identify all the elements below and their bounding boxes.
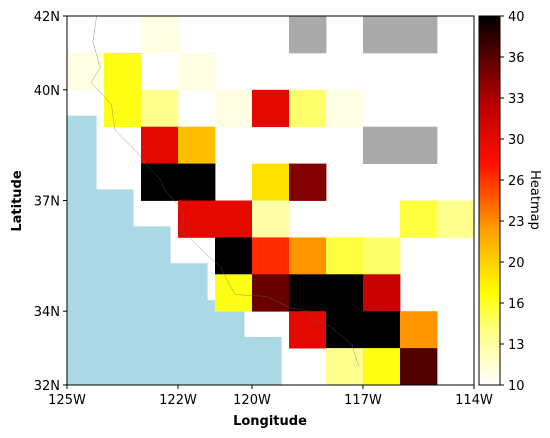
heatmap-cell	[252, 274, 290, 312]
y-tick-label: 37N	[34, 195, 60, 210]
heatmap-cell	[363, 237, 401, 275]
heatmap-cell	[252, 163, 290, 201]
x-axis: 125W 122W 120W 117W 114W	[48, 385, 493, 408]
colorbar-tick-label: 36	[508, 51, 525, 66]
x-tick-label: 120W	[233, 393, 271, 408]
x-tick-label: 117W	[344, 393, 382, 408]
colorbar-tick-label: 30	[508, 133, 525, 148]
heatmap-cell	[289, 163, 327, 201]
heatmap-cell	[215, 89, 253, 128]
heatmap-cell	[326, 237, 364, 275]
heatmap-cells	[67, 16, 475, 386]
heatmap-cell	[437, 200, 475, 238]
heatmap-cell-missing	[289, 16, 327, 54]
heatmap-cell	[289, 237, 327, 275]
colorbar-ticks: 10 13 16 20 23 26 30 33 36 40	[500, 10, 525, 394]
y-axis: 32N 34N 37N 40N 42N	[34, 10, 67, 394]
x-tick-label: 125W	[48, 393, 86, 408]
heatmap-cell-missing	[363, 126, 401, 164]
heatmap-cell	[141, 89, 179, 128]
heatmap-cell	[326, 89, 364, 128]
heatmap-cell	[215, 237, 253, 275]
heatmap-cell	[326, 311, 364, 349]
ocean-area	[67, 115, 282, 385]
heatmap-cell	[289, 274, 327, 312]
y-tick-label: 32N	[34, 379, 60, 394]
heatmap-cell	[141, 126, 179, 164]
heatmap-cell	[252, 89, 290, 128]
x-tick-label: 122W	[159, 393, 197, 408]
heatmap-cell	[400, 348, 438, 386]
heatmap-cell	[141, 16, 179, 54]
colorbar-tick-label: 33	[508, 92, 525, 107]
heatmap-cell	[178, 163, 216, 201]
x-tick-label: 114W	[455, 393, 493, 408]
heatmap-cell-missing	[400, 126, 438, 164]
heatmap-cell	[289, 89, 327, 128]
heatmap-cell	[104, 52, 142, 91]
heatmap-cell	[289, 311, 327, 349]
y-tick-label: 34N	[34, 305, 60, 320]
heatmap-cell	[178, 52, 216, 91]
colorbar-tick-label: 16	[508, 297, 525, 312]
heatmap-cell	[363, 311, 401, 349]
coastline-layer	[90, 15, 360, 367]
colorbar-tick-label: 13	[508, 338, 525, 353]
colorbar-tick-label: 23	[508, 215, 525, 230]
x-axis-label: Longitude	[233, 414, 307, 429]
heatmap-cell	[215, 200, 253, 238]
y-axis-label: Latitude	[10, 170, 25, 232]
heatmap-cell	[252, 200, 290, 238]
heatmap-cell-missing	[363, 16, 401, 54]
heatmap-cell	[326, 274, 364, 312]
colorbar-tick-label: 20	[508, 256, 525, 271]
heatmap-cell	[400, 200, 438, 238]
colorbar-tick-label: 26	[508, 174, 525, 189]
coastline	[90, 15, 360, 367]
heatmap-cell	[363, 274, 401, 312]
y-tick-label: 42N	[34, 10, 60, 25]
colorbar-label: Heatmap	[527, 170, 542, 230]
heatmap-cell	[400, 311, 438, 349]
ocean-layer	[67, 115, 282, 385]
heatmap-cell	[141, 163, 179, 201]
y-tick-label: 40N	[34, 84, 60, 99]
heatmap-cell	[326, 348, 364, 386]
heatmap-cell	[104, 89, 142, 128]
colorbar	[478, 15, 501, 386]
heatmap-cell-missing	[400, 16, 438, 54]
heatmap-cell	[67, 52, 105, 91]
heatmap-cell	[252, 237, 290, 275]
colorbar-tick-label: 40	[508, 10, 525, 25]
heatmap-cell	[215, 274, 253, 312]
heatmap-cell	[178, 126, 216, 164]
heatmap-cell	[363, 348, 401, 386]
colorbar-tick-label: 10	[508, 379, 525, 394]
heatmap-cell	[178, 200, 216, 238]
